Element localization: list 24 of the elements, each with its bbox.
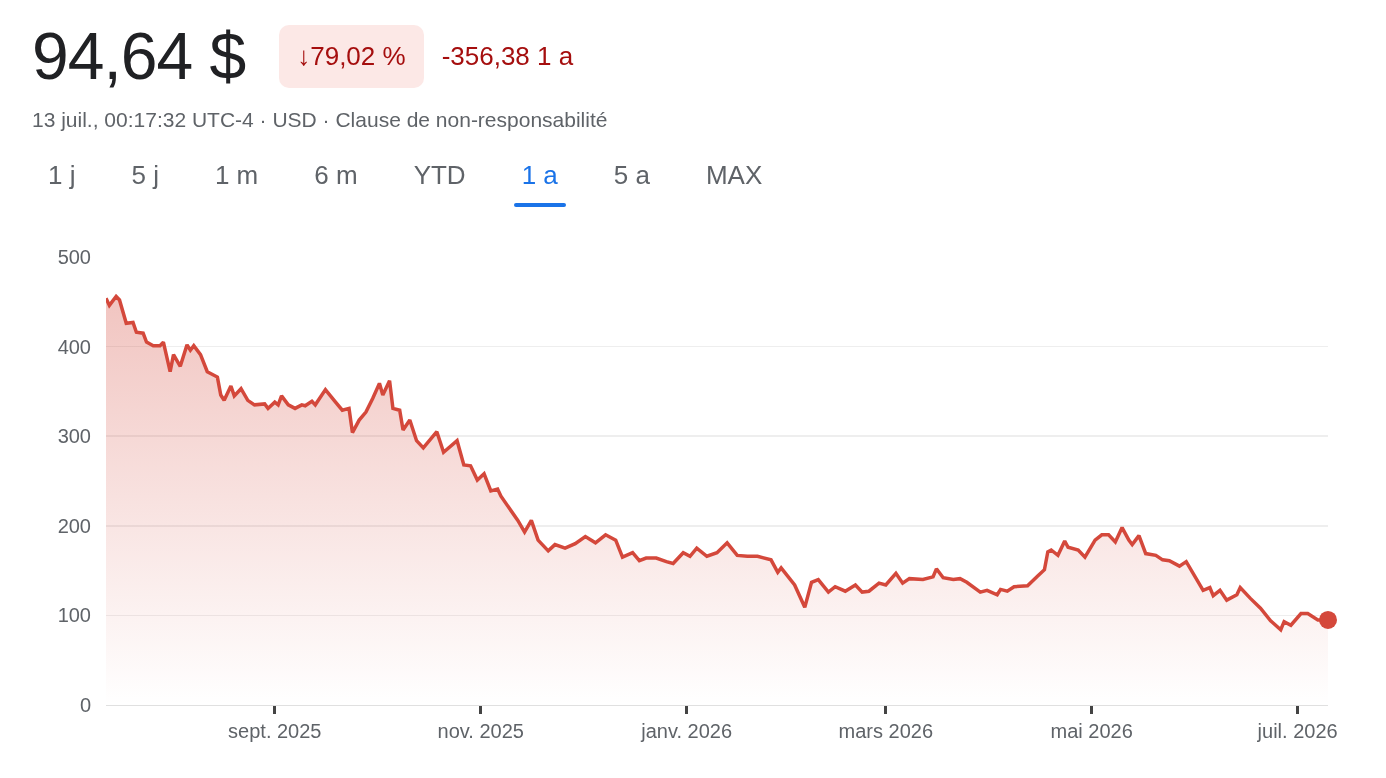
text: 6 m — [313, 160, 359, 191]
y-tick-label: 300 — [57, 425, 91, 448]
x-tick-label: janv. 2026 — [640, 720, 733, 742]
text: MAX — [704, 160, 764, 191]
text: -356,38 1 a — [441, 40, 574, 72]
text: 1 a — [520, 160, 559, 191]
chart-subtitle: 13 juil., 00:17:32 UTC-4 · USD · Clause de non-responsabilité — [32, 108, 608, 132]
x-tick-label: juil. 2026 — [1256, 720, 1338, 742]
y-tick-label: 500 — [57, 246, 91, 268]
text: 5 j — [130, 160, 160, 191]
y-tick-label: 400 — [57, 335, 91, 358]
text: 1 m — [213, 160, 260, 191]
x-tick-label: nov. 2025 — [437, 720, 524, 742]
text: 1 j — [47, 160, 77, 191]
y-tick-label: 0 — [79, 694, 91, 716]
text: 5 a — [612, 160, 651, 191]
text: ↓79,02 % — [279, 24, 424, 88]
text: YTD — [412, 160, 467, 191]
y-tick-label: 100 — [57, 604, 91, 627]
x-tick-label: mai 2026 — [1050, 720, 1133, 742]
x-tick-label: sept. 2025 — [228, 720, 322, 742]
y-tick-label: 200 — [57, 514, 91, 537]
chart-title: 94,64 $ — [32, 18, 246, 94]
x-tick-label: mars 2026 — [838, 720, 934, 742]
